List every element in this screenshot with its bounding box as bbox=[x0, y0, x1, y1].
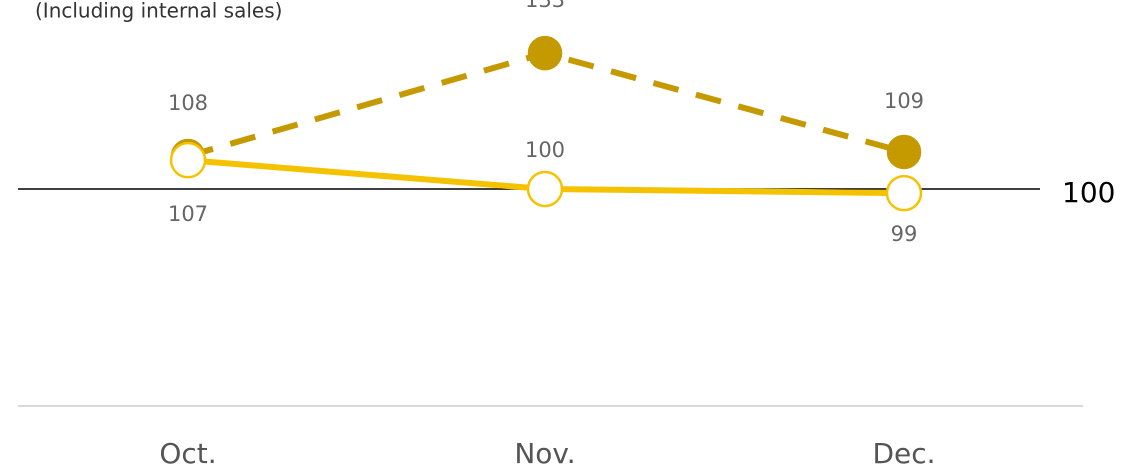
x-tick-label: Dec. bbox=[872, 437, 935, 470]
chart-subtitle: (Including internal sales) bbox=[35, 0, 282, 23]
point bbox=[526, 170, 564, 208]
point bbox=[169, 141, 207, 179]
data-label: 109 bbox=[884, 89, 924, 113]
reference-label: 100 bbox=[1062, 176, 1115, 209]
point bbox=[885, 174, 923, 212]
data-label: 107 bbox=[168, 202, 208, 226]
x-tick-label: Oct. bbox=[159, 437, 216, 470]
data-label: 108 bbox=[168, 91, 208, 115]
point bbox=[886, 134, 922, 170]
data-label: 99 bbox=[891, 222, 918, 246]
data-label: 133 bbox=[525, 0, 565, 12]
point bbox=[527, 35, 563, 71]
x-tick-label: Nov. bbox=[514, 437, 575, 470]
data-label: 100 bbox=[525, 138, 565, 162]
